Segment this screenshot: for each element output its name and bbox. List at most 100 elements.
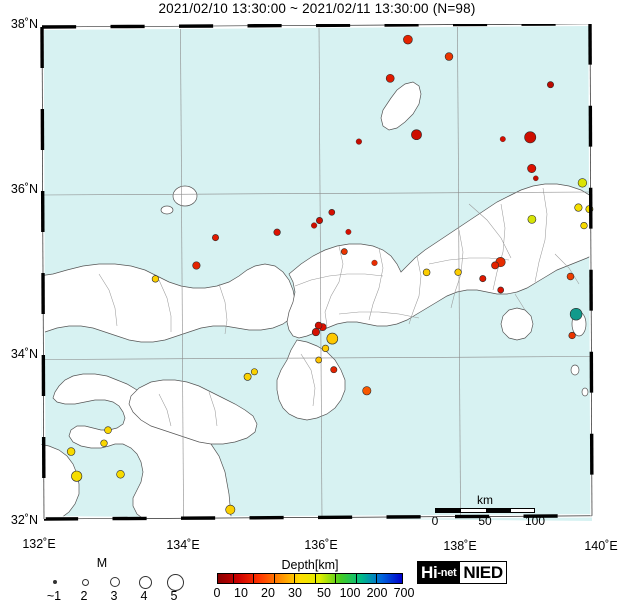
epicenter-marker xyxy=(566,272,575,281)
land-noto-peninsula xyxy=(380,81,422,131)
magnitude-value-0: ~1 xyxy=(46,589,62,603)
magnitude-value-4: 5 xyxy=(170,589,178,603)
depth-colorbar xyxy=(217,573,403,584)
epicenter-marker xyxy=(569,307,583,321)
epicenter-marker xyxy=(326,332,339,345)
epicenter-marker xyxy=(71,470,83,482)
magnitude-circle-3 xyxy=(110,577,120,587)
epicenter-marker xyxy=(104,426,112,434)
hinet-nied-logo: Hi -net NIED xyxy=(417,561,507,584)
depth-tick-0: 0 xyxy=(213,586,221,600)
lat-label-38N: 38˚N xyxy=(10,17,38,31)
map-canvas xyxy=(39,24,595,527)
epicenter-marker xyxy=(527,214,537,224)
epicenter-marker xyxy=(311,222,318,229)
epicenter-marker xyxy=(330,366,338,374)
lat-label-34N: 34˚N xyxy=(10,347,38,361)
lon-label-134E: 134˚E xyxy=(166,538,200,552)
magnitude-value-2: 3 xyxy=(110,589,118,603)
epicenter-marker xyxy=(192,261,201,270)
epicenter-marker xyxy=(273,228,281,236)
epicenter-marker xyxy=(362,386,372,396)
land-izu-peninsula xyxy=(500,307,534,341)
gridline-134E xyxy=(180,27,184,520)
magnitude-circle-2 xyxy=(81,578,89,586)
epicenter-marker xyxy=(243,372,252,381)
depth-tick-20: 20 xyxy=(261,586,275,600)
depth-tick-200: 200 xyxy=(366,586,388,600)
frame-segment xyxy=(589,24,593,516)
depth-tick-700: 700 xyxy=(393,586,415,600)
land-kyushu-edge xyxy=(41,443,80,521)
lon-label-138E: 138˚E xyxy=(443,539,477,553)
lat-label-32N: 32˚N xyxy=(10,513,38,527)
epicenter-markers xyxy=(66,34,594,515)
epicenter-marker xyxy=(151,275,160,283)
map-frame xyxy=(40,24,594,521)
magnitude-value-3: 4 xyxy=(140,589,148,603)
epicenter-marker xyxy=(315,356,323,364)
epicenter-marker xyxy=(422,268,431,277)
frame-segment xyxy=(41,26,45,520)
island-oki xyxy=(172,185,198,207)
epicenter-marker xyxy=(580,221,588,230)
depth-legend: Depth[km] 0 10 20 30 50 100 200 700 xyxy=(205,558,415,605)
epicenter-marker xyxy=(321,344,330,353)
gridline-36N xyxy=(42,191,592,196)
frame-segment xyxy=(41,24,591,28)
frame-segment xyxy=(43,515,593,520)
magnitude-legend-title: M xyxy=(96,556,108,570)
island-niijima xyxy=(570,364,580,376)
epicenter-marker xyxy=(524,131,537,144)
epicenter-marker xyxy=(444,52,454,61)
depth-tick-30: 30 xyxy=(288,586,302,600)
epicenter-marker xyxy=(574,203,583,212)
land-polygons xyxy=(41,81,592,521)
epicenter-marker xyxy=(328,208,336,216)
hinet-logo-text: Hi -net xyxy=(418,562,460,583)
lon-label-140E: 140˚E xyxy=(584,539,618,553)
epicenter-marker xyxy=(212,234,219,242)
island-kozushima xyxy=(581,387,589,397)
lat-label-36N: 36˚N xyxy=(10,182,38,196)
epicenter-marker xyxy=(568,331,576,340)
prefecture-boundaries xyxy=(98,187,580,427)
epicenter-marker xyxy=(547,81,554,89)
lon-label-132E: 132˚E xyxy=(22,537,56,551)
epicenter-marker xyxy=(250,368,258,376)
magnitude-legend: M ~1 2 3 4 5 xyxy=(22,556,184,604)
epicenter-marker xyxy=(497,286,505,294)
epicenter-marker xyxy=(479,275,487,283)
epicenter-marker xyxy=(116,470,125,479)
page-title: 2021/02/10 13:30:00 ~ 2021/02/11 13:30:0… xyxy=(158,1,476,16)
depth-tick-100: 100 xyxy=(339,586,361,600)
epicenter-marker xyxy=(316,217,323,224)
epicenter-marker xyxy=(499,136,506,143)
scale-bar-graphic xyxy=(435,508,535,513)
epicenter-marker xyxy=(385,73,395,83)
epicenter-marker xyxy=(411,129,422,141)
depth-legend-title: Depth[km] xyxy=(281,558,339,572)
epicenter-marker xyxy=(355,138,362,145)
epicenter-marker xyxy=(66,447,76,456)
magnitude-circle-4 xyxy=(138,575,152,589)
earthquake-map xyxy=(39,24,595,527)
map-layers xyxy=(41,26,592,521)
epicenter-marker xyxy=(345,228,352,235)
logo-hi: Hi xyxy=(421,562,438,582)
epicenter-marker xyxy=(577,178,588,188)
depth-tick-50: 50 xyxy=(317,586,331,600)
scale-tick-0: 0 xyxy=(431,514,439,528)
epicenter-marker xyxy=(533,175,539,182)
epicenter-marker xyxy=(371,259,378,266)
epicenter-marker xyxy=(311,328,320,337)
scale-bar: km 0 50 100 xyxy=(430,493,545,528)
scale-tick-50: 50 xyxy=(478,514,492,528)
epicenter-marker xyxy=(527,164,537,173)
depth-tick-10: 10 xyxy=(234,586,248,600)
epicenter-marker xyxy=(454,268,462,276)
land-kinki-chubu-kanto xyxy=(286,183,592,339)
nied-logo-text: NIED xyxy=(459,562,506,583)
gridline-136E xyxy=(318,26,323,519)
magnitude-circle-5 xyxy=(166,573,184,591)
